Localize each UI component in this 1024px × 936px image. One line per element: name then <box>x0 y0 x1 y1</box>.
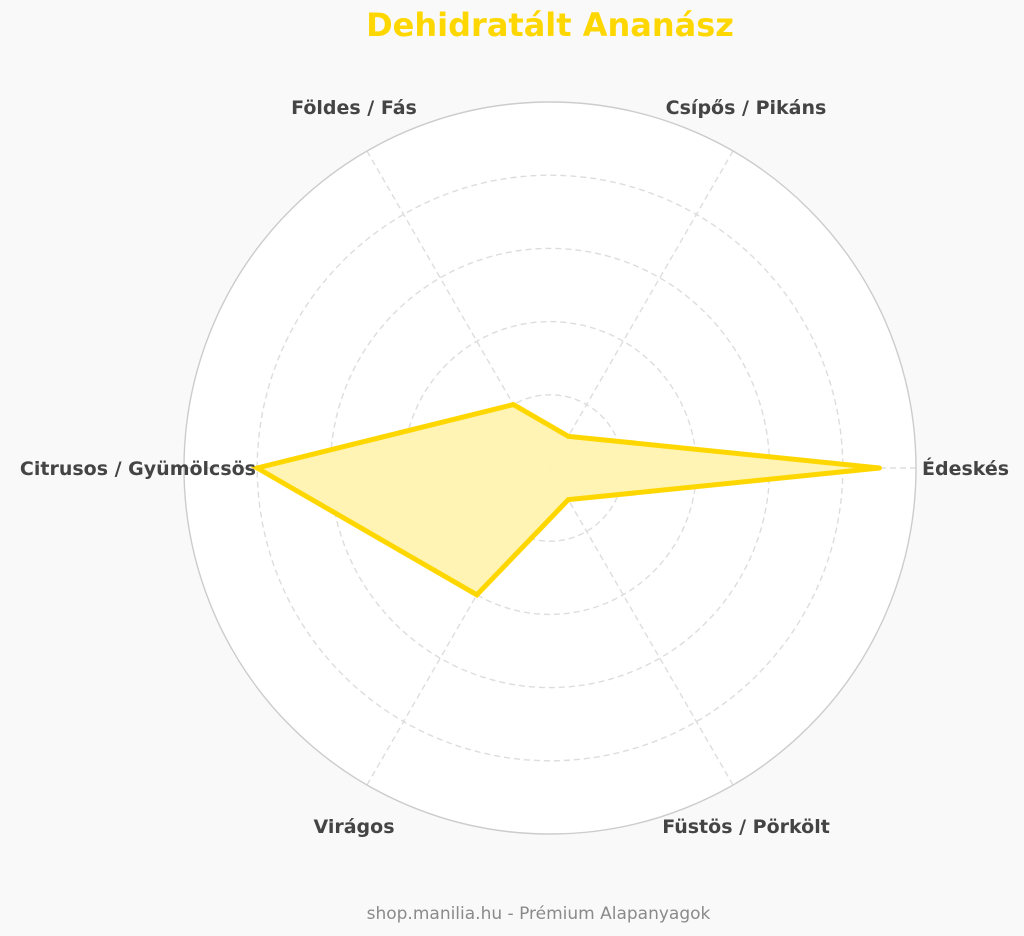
data-point-4 <box>474 592 480 598</box>
spoke-5 <box>549 467 734 786</box>
data-layer <box>250 401 882 598</box>
axis-label-1: Csípős / Pikáns <box>666 97 827 119</box>
axis-label-3: Citrusos / Gyümölcsös <box>20 458 256 480</box>
axis-label-0: Édeskés <box>922 457 1009 480</box>
axis-labels: Édeskés Csípős / Pikáns Földes / Fás Citrus… <box>20 97 1009 838</box>
outer-ring <box>183 101 917 835</box>
axis-label-5: Füstös / Pörkölt <box>662 816 830 838</box>
data-point-2 <box>510 402 516 408</box>
data-point-1 <box>565 433 571 439</box>
footer-credit: shop.manilia.hu - Prémium Alapanyagok <box>366 904 711 924</box>
spoke-1 <box>549 150 734 469</box>
axis-label-2: Földes / Fás <box>291 97 417 119</box>
data-point-5 <box>565 497 571 503</box>
data-point-0 <box>876 465 882 471</box>
chart-title: Dehidratált Ananász <box>366 6 734 44</box>
series-fill-0 <box>257 404 880 595</box>
data-point-3 <box>254 465 260 471</box>
axis-label-4: Virágos <box>313 816 394 838</box>
